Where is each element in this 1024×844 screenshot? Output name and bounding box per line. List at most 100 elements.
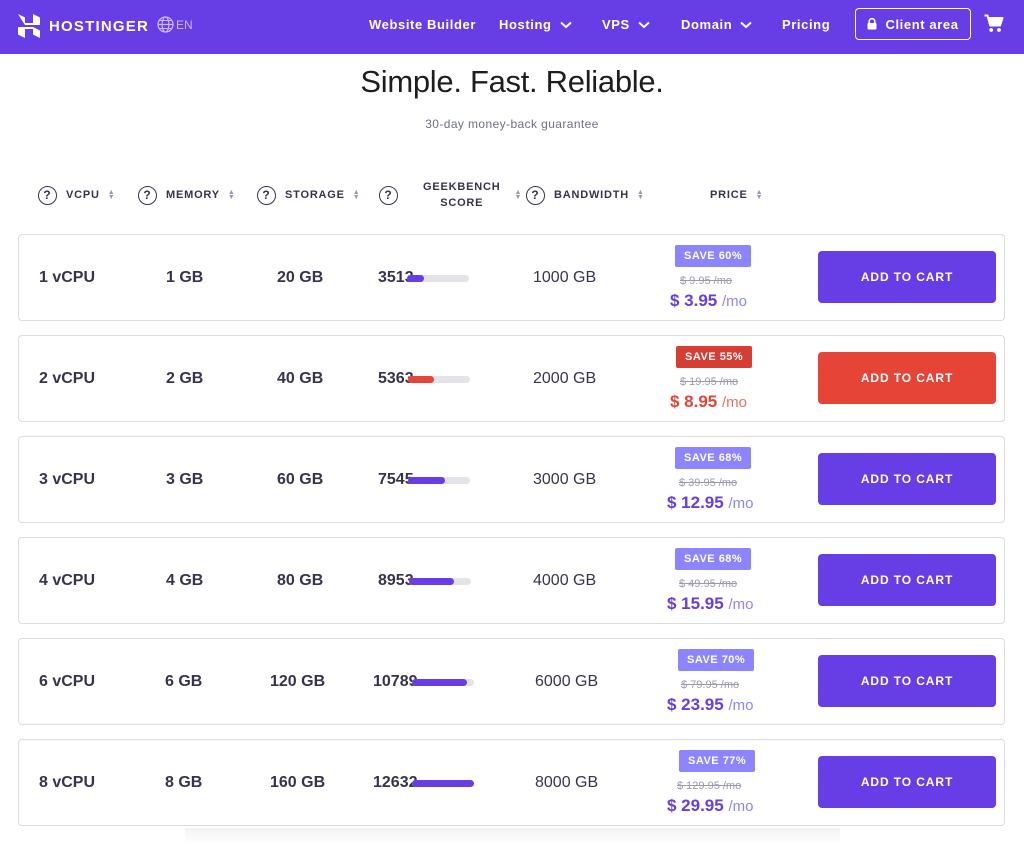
geekbench-bar-fill bbox=[409, 578, 454, 585]
geekbench-bar bbox=[407, 275, 469, 282]
plan-row: 4 vCPU 4 GB 80 GB 8953 4000 GB SAVE 68% $ 49.9… bbox=[18, 537, 1005, 624]
add-to-cart-button[interactable]: ADD TO CART bbox=[818, 554, 996, 606]
plan-storage: 120 GB bbox=[270, 673, 326, 690]
column-header-bandwidth[interactable]: ? BANDWIDTH ▲ ▼ bbox=[526, 180, 645, 210]
plan-storage: 40 GB bbox=[277, 370, 324, 387]
save-badge: SAVE 68% bbox=[675, 548, 752, 570]
cart-icon[interactable] bbox=[984, 14, 1004, 38]
help-icon[interactable]: ? bbox=[379, 185, 398, 205]
plan-vcpu: 3 vCPU bbox=[39, 471, 96, 488]
nav-label: Website Builder bbox=[369, 17, 477, 32]
language-code: EN bbox=[176, 17, 193, 32]
old-price: $ 19.95 /mo bbox=[680, 376, 739, 388]
save-badge: SAVE 60% bbox=[675, 245, 752, 267]
plan-geekbench-score: 5363 bbox=[378, 370, 414, 387]
price-amount: $ 12.95 bbox=[667, 493, 724, 512]
current-price: $ 8.95 /mo bbox=[670, 392, 747, 412]
column-header-geekbench[interactable]: ? GEEKBENCH SCORE ▲ ▼ bbox=[379, 180, 522, 210]
plan-memory: 8 GB bbox=[165, 774, 203, 791]
hostinger-logo-icon bbox=[18, 14, 40, 38]
help-icon[interactable]: ? bbox=[138, 185, 157, 205]
old-price: $ 39.95 /mo bbox=[679, 477, 738, 489]
page-title: Simple. Fast. Reliable. bbox=[360, 64, 664, 99]
add-to-cart-button[interactable]: ADD TO CART bbox=[818, 352, 996, 404]
add-to-cart-button[interactable]: ADD TO CART bbox=[818, 251, 996, 303]
plan-geekbench-score: 10789 bbox=[373, 673, 418, 690]
price-amount: $ 3.95 bbox=[670, 291, 718, 310]
column-label-line-1: GEEKBENCH bbox=[423, 181, 501, 193]
plan-row: 2 vCPU 2 GB 40 GB 5363 2000 GB SAVE 55% $ 19.9… bbox=[18, 335, 1005, 422]
old-price: $ 79.95 /mo bbox=[681, 679, 740, 691]
plan-memory: 2 GB bbox=[166, 370, 204, 387]
plan-bandwidth: 2000 GB bbox=[533, 370, 597, 387]
plan-vcpu: 1 vCPU bbox=[39, 269, 96, 286]
plan-bandwidth: 6000 GB bbox=[535, 673, 599, 690]
nav-pricing[interactable]: Pricing bbox=[782, 17, 830, 32]
chevron-down-icon bbox=[638, 21, 650, 28]
price-amount: $ 23.95 bbox=[667, 695, 724, 714]
plan-geekbench-score: 7545 bbox=[378, 471, 414, 488]
current-price: $ 15.95 /mo bbox=[667, 594, 753, 614]
column-label: PRICE bbox=[710, 189, 748, 201]
current-price: $ 3.95 /mo bbox=[670, 291, 747, 311]
price-period: /mo bbox=[728, 697, 754, 714]
column-header-price[interactable]: PRICE ▲ ▼ bbox=[710, 180, 763, 210]
plan-storage: 80 GB bbox=[277, 572, 324, 589]
geekbench-bar-fill bbox=[407, 275, 425, 282]
column-label: BANDWIDTH bbox=[554, 189, 630, 201]
lock-icon bbox=[867, 18, 877, 30]
sort-icon: ▲ ▼ bbox=[107, 189, 116, 201]
nav-domain[interactable]: Domain bbox=[681, 17, 752, 32]
column-label: GEEKBENCH SCORE bbox=[423, 179, 501, 211]
help-icon[interactable]: ? bbox=[526, 185, 545, 205]
geekbench-bar bbox=[412, 679, 474, 686]
add-to-cart-button[interactable]: ADD TO CART bbox=[818, 756, 996, 808]
nav-vps[interactable]: VPS bbox=[602, 17, 650, 32]
price-period: /mo bbox=[722, 293, 748, 310]
plan-storage: 160 GB bbox=[270, 774, 326, 791]
column-header-memory[interactable]: ? MEMORY ▲ ▼ bbox=[138, 180, 236, 210]
plan-storage: 20 GB bbox=[277, 269, 324, 286]
chevron-down-icon bbox=[559, 21, 572, 28]
column-header-storage[interactable]: ? STORAGE ▲ ▼ bbox=[257, 180, 361, 210]
plan-geekbench-score: 3513 bbox=[378, 269, 414, 286]
nav-website-builder[interactable]: Website Builder bbox=[369, 17, 476, 32]
save-badge: SAVE 55% bbox=[676, 346, 753, 368]
column-label: STORAGE bbox=[285, 189, 345, 201]
old-price: $ 129.95 /mo bbox=[677, 780, 742, 792]
geekbench-bar bbox=[408, 477, 470, 484]
plan-bandwidth: 1000 GB bbox=[533, 269, 597, 286]
plan-memory: 4 GB bbox=[166, 572, 204, 589]
sort-icon: ▲ ▼ bbox=[755, 189, 764, 201]
plan-bandwidth: 4000 GB bbox=[533, 572, 597, 589]
price-period: /mo bbox=[722, 394, 748, 411]
add-to-cart-button[interactable]: ADD TO CART bbox=[818, 655, 996, 707]
geekbench-bar-fill bbox=[408, 376, 435, 383]
nav-label: Hosting bbox=[499, 17, 552, 32]
plan-geekbench-score: 8953 bbox=[378, 572, 414, 589]
plan-memory: 3 GB bbox=[166, 471, 204, 488]
geekbench-bar-fill bbox=[412, 780, 474, 787]
geekbench-bar bbox=[409, 578, 471, 585]
add-to-cart-button[interactable]: ADD TO CART bbox=[818, 453, 996, 505]
price-amount: $ 15.95 bbox=[667, 594, 724, 613]
old-price: $ 9.95 /mo bbox=[680, 275, 732, 287]
language-selector[interactable]: EN bbox=[157, 16, 193, 33]
plan-storage: 60 GB bbox=[277, 471, 324, 488]
save-badge: SAVE 70% bbox=[678, 649, 755, 671]
help-icon[interactable]: ? bbox=[38, 185, 57, 205]
current-price: $ 12.95 /mo bbox=[667, 493, 753, 513]
chevron-down-icon bbox=[740, 21, 752, 28]
column-header-vcpu[interactable]: ? VCPU ▲ ▼ bbox=[38, 180, 116, 210]
sort-icon: ▲ ▼ bbox=[352, 189, 361, 201]
column-label: VCPU bbox=[66, 189, 100, 201]
client-area-button[interactable]: Client area bbox=[855, 8, 971, 40]
old-price: $ 49.95 /mo bbox=[679, 578, 738, 590]
price-amount: $ 8.95 bbox=[670, 392, 718, 411]
help-icon[interactable]: ? bbox=[257, 185, 276, 205]
plan-bandwidth: 8000 GB bbox=[535, 774, 599, 791]
top-nav-bar: HOSTINGER EN Website Builder Hosting VPS… bbox=[0, 0, 1024, 54]
price-period: /mo bbox=[728, 596, 754, 613]
nav-hosting[interactable]: Hosting bbox=[499, 17, 572, 32]
logo[interactable]: HOSTINGER bbox=[18, 14, 149, 38]
